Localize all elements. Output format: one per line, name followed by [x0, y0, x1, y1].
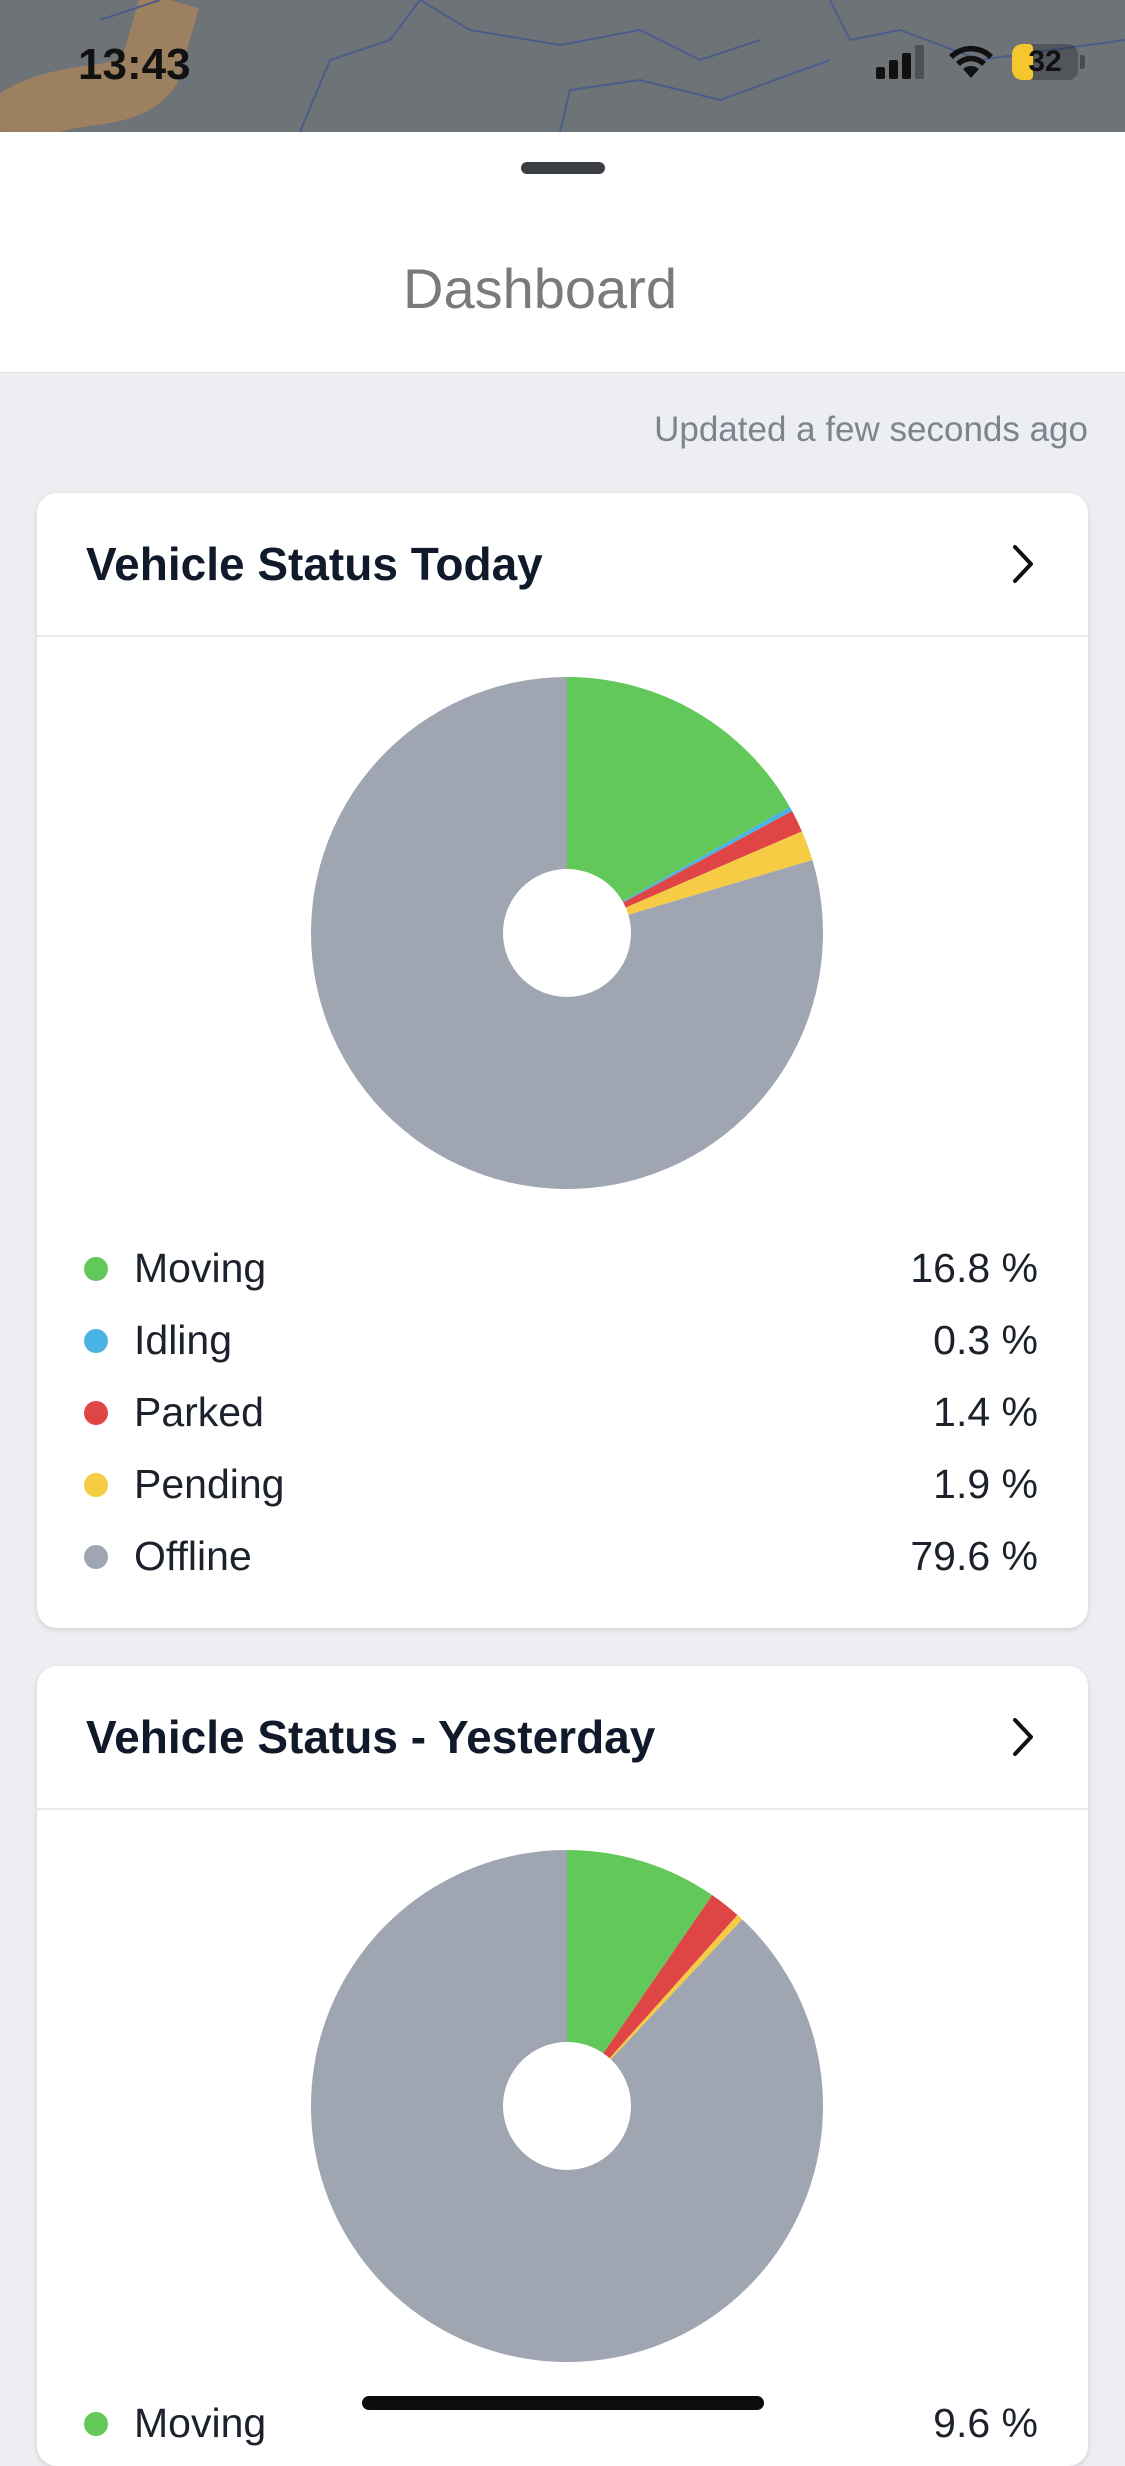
legend-label: Parked — [134, 1389, 264, 1435]
legend-label: Pending — [134, 1461, 285, 1507]
status-bar: 13:43 32 — [0, 0, 1125, 132]
status-icons: 32 — [876, 44, 1085, 80]
pie-slice-idling — [567, 806, 793, 933]
status-time: 13:43 — [78, 40, 191, 89]
wifi-icon — [949, 45, 993, 78]
page-title: Dashboard — [403, 257, 677, 320]
legend-label: Idling — [134, 1317, 233, 1363]
legend-item-pending: Pending 1.9 % — [37, 1449, 1088, 1521]
pie-slice-parked — [567, 1895, 738, 2106]
moving-color-dot — [84, 2412, 108, 2436]
battery-icon: 32 — [1012, 44, 1078, 80]
legend-label: Offline — [134, 1533, 252, 1579]
updated-timestamp: Updated a few seconds ago — [654, 410, 1088, 449]
offline-color-dot — [84, 1545, 108, 1569]
legend-item-parked: Parked 1.4 % — [37, 1377, 1088, 1449]
pie-center-hole — [503, 869, 631, 997]
idling-color-dot — [84, 1329, 108, 1353]
legend-item-moving: Moving 16.8 % — [37, 1233, 1088, 1305]
legend-label: Moving — [134, 1245, 267, 1291]
legend-value: 1.4 % — [933, 1389, 1038, 1435]
battery-cap — [1080, 55, 1085, 69]
pie-chart — [307, 1846, 827, 2366]
moving-color-dot — [84, 1257, 108, 1281]
card-header[interactable]: Vehicle Status - Yesterday — [37, 1666, 1088, 1810]
vehicle-status-today-card: Vehicle Status Today Moving 16.8 % Idlin… — [37, 493, 1088, 1628]
map-background — [0, 0, 1125, 132]
chevron-right-icon[interactable] — [1008, 1714, 1038, 1760]
card-title: Vehicle Status Today — [86, 538, 543, 590]
legend-value: 79.6 % — [910, 1533, 1038, 1579]
pie-slice-parked — [567, 811, 802, 933]
sheet-grabber-handle[interactable] — [521, 162, 605, 174]
chart-legend: Moving 16.8 % Idling 0.3 % Parked 1.4 % … — [37, 1233, 1088, 1593]
legend-value: 1.9 % — [933, 1461, 1038, 1507]
legend-value: 0.3 % — [933, 1317, 1038, 1363]
parked-color-dot — [84, 1401, 108, 1425]
card-title: Vehicle Status - Yesterday — [86, 1711, 656, 1763]
pending-color-dot — [84, 1473, 108, 1497]
vehicle-status-yesterday-card: Vehicle Status - Yesterday Moving 9.6 % — [37, 1666, 1088, 2466]
cellular-signal-icon — [876, 45, 924, 79]
pie-slice-moving — [567, 1850, 713, 2106]
battery-level: 32 — [1028, 45, 1062, 78]
legend-item-offline: Offline 79.6 % — [37, 1521, 1088, 1593]
legend-label: Moving — [134, 2400, 267, 2446]
home-indicator[interactable] — [362, 2396, 764, 2410]
pie-slice-pending — [567, 1915, 743, 2106]
pie-slice-moving — [567, 677, 790, 933]
legend-item-idling: Idling 0.3 % — [37, 1305, 1088, 1377]
pie-chart — [307, 673, 827, 1193]
chevron-right-icon[interactable] — [1008, 541, 1038, 587]
pie-slice-pending — [567, 831, 813, 933]
sheet-header: Dashboard — [0, 132, 1125, 373]
pie-center-hole — [503, 2042, 631, 2170]
card-header[interactable]: Vehicle Status Today — [37, 493, 1088, 637]
legend-value: 16.8 % — [910, 1245, 1038, 1291]
legend-value: 9.6 % — [933, 2400, 1038, 2446]
